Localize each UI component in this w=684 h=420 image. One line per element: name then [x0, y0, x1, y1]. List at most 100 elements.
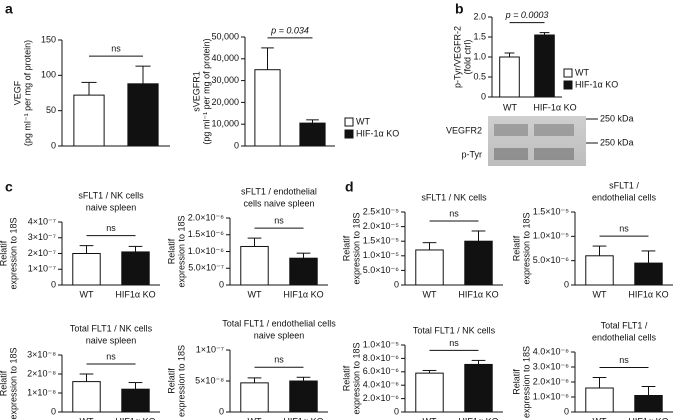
- y-tick-label: 2×10⁻⁸: [27, 368, 56, 378]
- y-axis-label: expression to 18S: [176, 215, 186, 287]
- blot-band: [494, 124, 528, 136]
- y-tick-label: 2.0×10⁻⁵: [363, 221, 400, 231]
- bar: [634, 262, 663, 286]
- y-tick-label: 1×10⁻⁸: [27, 387, 56, 397]
- y-tick-label: 2.0×10⁻⁶: [533, 376, 570, 386]
- y-tick-label: 2.0×10⁻⁶: [188, 212, 225, 222]
- bar: [299, 122, 326, 147]
- y-tick-label: 50: [46, 105, 56, 115]
- x-tick-label: HIF1α KO: [115, 289, 155, 299]
- chart-title: cells naive spleen: [243, 198, 314, 208]
- y-tick-label: 3×10⁻⁸: [27, 349, 56, 359]
- bar: [415, 372, 444, 413]
- y-tick-label: 20,000: [211, 97, 239, 107]
- y-tick-label: 1.0×10⁻⁵: [363, 250, 400, 260]
- y-tick-label: 10,000: [211, 119, 239, 129]
- annotation: ns: [274, 355, 284, 365]
- y-tick-label: 0: [51, 279, 56, 289]
- bar: [72, 381, 101, 413]
- bar: [240, 245, 269, 286]
- x-tick-label: WT: [248, 416, 262, 420]
- y-tick-label: 0: [394, 406, 399, 416]
- y-tick-label: 1.0×10⁻⁶: [188, 246, 225, 256]
- y-tick-label: 1.0×10⁻⁶: [533, 391, 570, 401]
- y-tick-label: 0: [51, 140, 56, 150]
- blot-marker: 250 kDa: [600, 113, 634, 123]
- annotation: p = 0.034: [270, 25, 309, 35]
- y-tick-label: 1.0: [473, 51, 486, 61]
- y-axis-label: (pg ml⁻¹ per mg of protein): [22, 40, 32, 146]
- y-tick-label: 2.0: [473, 11, 486, 21]
- y-tick-label: 1.5: [473, 31, 486, 41]
- y-axis-label: sVEGFR1: [191, 71, 201, 112]
- chart-title: Total FLT1 / NK cells: [70, 323, 153, 333]
- panel-label: a: [5, 1, 13, 17]
- y-tick-label: 50,000: [211, 31, 239, 41]
- x-tick-label: HIF1α KO: [628, 416, 668, 420]
- blot-marker: 250 kDa: [600, 137, 634, 147]
- y-tick-label: 8.0×10⁻⁶: [363, 353, 400, 363]
- y-tick-label: 0: [219, 279, 224, 289]
- y-tick-label: 1.5×10⁻⁵: [363, 236, 400, 246]
- chart-title: Total FLT1 / NK cells: [413, 325, 496, 335]
- bar: [499, 56, 520, 98]
- y-axis-label: expression to 18S: [176, 345, 186, 417]
- y-tick-label: 3.0×10⁻⁶: [533, 361, 570, 371]
- y-axis-label: Relatif: [166, 368, 176, 394]
- y-axis-label: p-Tyr/VEGFR-2: [452, 26, 462, 88]
- y-tick-label: 1.0×10⁻⁵: [363, 339, 400, 349]
- blot-row: VEGFR2: [446, 125, 482, 135]
- y-tick-label: 0: [51, 406, 56, 416]
- blot-band: [534, 124, 574, 136]
- x-tick-label: HIF1α KO: [283, 416, 323, 420]
- y-tick-label: 6.0×10⁻⁶: [363, 366, 400, 376]
- blot: WT HIF-1α KO VEGFR2 p-Tyr 250 kDa 250 kD…: [446, 102, 634, 166]
- y-tick-label: 1.0×10⁻⁵: [533, 231, 570, 241]
- annotation: ns: [449, 208, 459, 218]
- panel-label: b: [455, 1, 464, 17]
- legend-label: WT: [356, 116, 370, 126]
- x-tick-label: HIF1α KO: [115, 416, 155, 420]
- y-axis-label: Relatif: [511, 369, 521, 395]
- bar: [254, 69, 281, 147]
- legend-label: HIF-1α KO: [356, 128, 399, 138]
- annotation: ns: [106, 223, 116, 233]
- y-tick-label: 0: [564, 279, 569, 289]
- y-tick-label: 5×10⁻⁸: [195, 375, 224, 385]
- annotation: ns: [106, 351, 116, 361]
- annotation: ns: [449, 338, 459, 348]
- x-tick-label: HIF1α KO: [283, 289, 323, 299]
- legend-swatch: [344, 117, 354, 127]
- bar: [127, 83, 159, 147]
- chart-title: sFLT1 / NK cells: [421, 192, 487, 202]
- legend-swatch: [563, 80, 573, 90]
- bar: [634, 395, 663, 413]
- y-tick-label: 4×10⁻⁷: [28, 216, 56, 226]
- y-axis-label: Relatif: [341, 365, 351, 391]
- chart-title: endothelial cells: [592, 332, 657, 342]
- chart-title: endothelial cells: [592, 192, 657, 202]
- legend-swatch: [344, 129, 354, 139]
- blot-lane: WT: [503, 102, 517, 112]
- x-tick-label: WT: [423, 416, 437, 420]
- chart-title: sFLT1 / NK cells: [78, 190, 144, 200]
- y-axis-label: VEGF: [12, 80, 22, 105]
- y-tick-label: 1×10⁻⁷: [28, 264, 56, 274]
- y-tick-label: 1×10⁻⁷: [196, 344, 224, 354]
- annotation: ns: [619, 223, 629, 233]
- y-tick-label: 30,000: [211, 75, 239, 85]
- x-tick-label: WT: [593, 416, 607, 420]
- blot-row: p-Tyr: [461, 149, 482, 159]
- chart-title: naive spleen: [254, 330, 305, 340]
- annotation: p = 0.0003: [505, 10, 549, 20]
- y-axis-label: Relatif: [511, 235, 521, 261]
- y-tick-label: 0: [481, 91, 486, 101]
- chart-title: Total FLT1 /: [601, 320, 648, 330]
- y-tick-label: 5.0×10⁻⁶: [363, 265, 400, 275]
- x-tick-label: WT: [593, 289, 607, 299]
- y-axis-label: expression to 18S: [351, 212, 361, 284]
- annotation: ns: [111, 44, 121, 54]
- legend-label: HIF-1α KO: [575, 79, 618, 89]
- x-tick-label: WT: [80, 416, 94, 420]
- bar: [289, 257, 318, 286]
